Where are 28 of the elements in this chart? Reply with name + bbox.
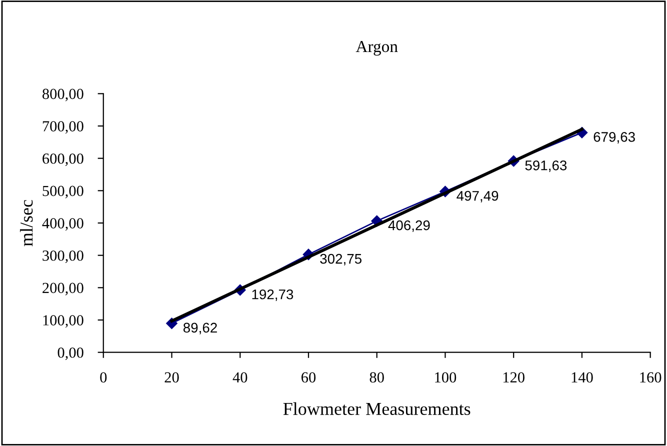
x-tick-label: 140 <box>572 372 593 383</box>
y-tick-label: 400,00 <box>42 218 84 231</box>
y-axis-title: ml/sec <box>20 200 33 246</box>
x-tick-label: 0 <box>100 372 107 383</box>
y-tick-label: 700,00 <box>42 121 84 134</box>
x-tick-label: 120 <box>503 372 524 383</box>
data-label: 497,49 <box>456 190 498 202</box>
data-label: 406,29 <box>388 220 430 232</box>
y-tick-label: 0,00 <box>58 347 84 360</box>
chart-title: Argon <box>356 40 398 56</box>
x-tick-label: 80 <box>370 372 384 383</box>
y-tick-label: 200,00 <box>42 282 84 296</box>
data-label: 89,62 <box>183 322 217 334</box>
y-tick-label: 600,00 <box>42 153 84 166</box>
data-label: 302,75 <box>320 254 362 266</box>
data-label: 679,63 <box>594 132 635 144</box>
x-tick-label: 20 <box>164 372 179 383</box>
x-tick-label: 100 <box>435 372 456 383</box>
x-tick-label: 160 <box>640 372 662 383</box>
y-tick-label: 800,00 <box>42 88 84 102</box>
x-axis-title: Flowmeter Measurements <box>283 402 470 416</box>
x-tick-label: 60 <box>302 372 316 383</box>
data-label: 591,63 <box>525 160 567 172</box>
data-label: 192,73 <box>252 289 294 301</box>
y-tick-label: 500,00 <box>42 186 84 198</box>
y-tick-label: 100,00 <box>43 315 84 328</box>
x-tick-label: 40 <box>232 372 248 383</box>
y-tick-label: 300,00 <box>42 250 84 263</box>
